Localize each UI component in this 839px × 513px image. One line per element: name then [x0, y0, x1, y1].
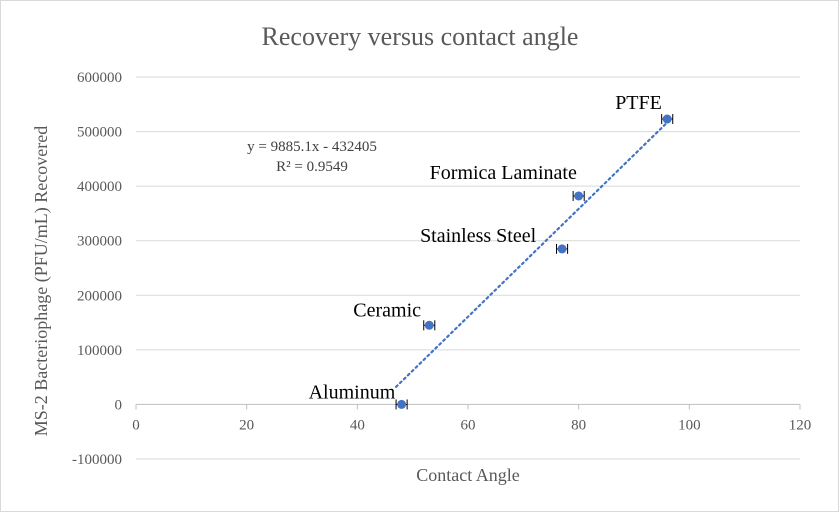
- data-point: [423, 320, 436, 331]
- point-label: Aluminum: [309, 381, 396, 403]
- point-label: Ceramic: [353, 299, 421, 321]
- point-label: PTFE: [615, 92, 662, 114]
- x-tick-label: 60: [461, 417, 476, 433]
- y-tick-label: 500000: [77, 125, 122, 141]
- point-label: Formica Laminate: [430, 162, 577, 184]
- point-marker: [557, 244, 567, 254]
- x-tick-label: 0: [132, 417, 140, 433]
- y-axis-title: MS-2 Bacteriophage (PFU/mL) Recovered: [31, 126, 52, 436]
- y-tick-label: 600000: [77, 70, 122, 86]
- data-point: [556, 243, 569, 254]
- y-tick-label: 100000: [77, 343, 122, 359]
- point-marker: [574, 191, 584, 201]
- grid-lines: [136, 76, 800, 460]
- x-tick-label: 120: [789, 417, 812, 433]
- x-tick-label: 100: [678, 417, 701, 433]
- x-tick-label: 40: [350, 417, 365, 433]
- tick-labels: -100000 0 100000 200000 300000 400000 500000 60…: [72, 70, 811, 468]
- point-marker: [662, 114, 672, 124]
- point-label: Stainless Steel: [420, 225, 537, 247]
- axes: [135, 403, 801, 410]
- point-labels: Aluminum Ceramic Stainless Steel Formica La…: [309, 92, 662, 403]
- y-tick-label: -100000: [72, 452, 122, 468]
- trendline-equation: y = 9885.1x - 432405: [247, 139, 377, 155]
- data-point: [395, 399, 408, 410]
- y-tick-label: 400000: [77, 179, 122, 195]
- data-point: [572, 190, 585, 201]
- trendline-group: [394, 121, 669, 388]
- x-axis-title: Contact Angle: [416, 465, 519, 485]
- data-points: [395, 114, 674, 410]
- trendline-r-squared: R² = 0.9549: [276, 159, 348, 175]
- y-tick-label: 0: [115, 397, 123, 413]
- x-tick-label: 20: [239, 417, 254, 433]
- data-point: [661, 114, 674, 125]
- chart-title: Recovery versus contact angle: [262, 22, 579, 51]
- y-tick-label: 300000: [77, 234, 122, 250]
- trendline: [394, 121, 669, 388]
- point-marker: [424, 320, 434, 330]
- y-tick-label: 200000: [77, 288, 122, 304]
- x-tick-label: 80: [571, 417, 586, 433]
- point-marker: [397, 399, 407, 409]
